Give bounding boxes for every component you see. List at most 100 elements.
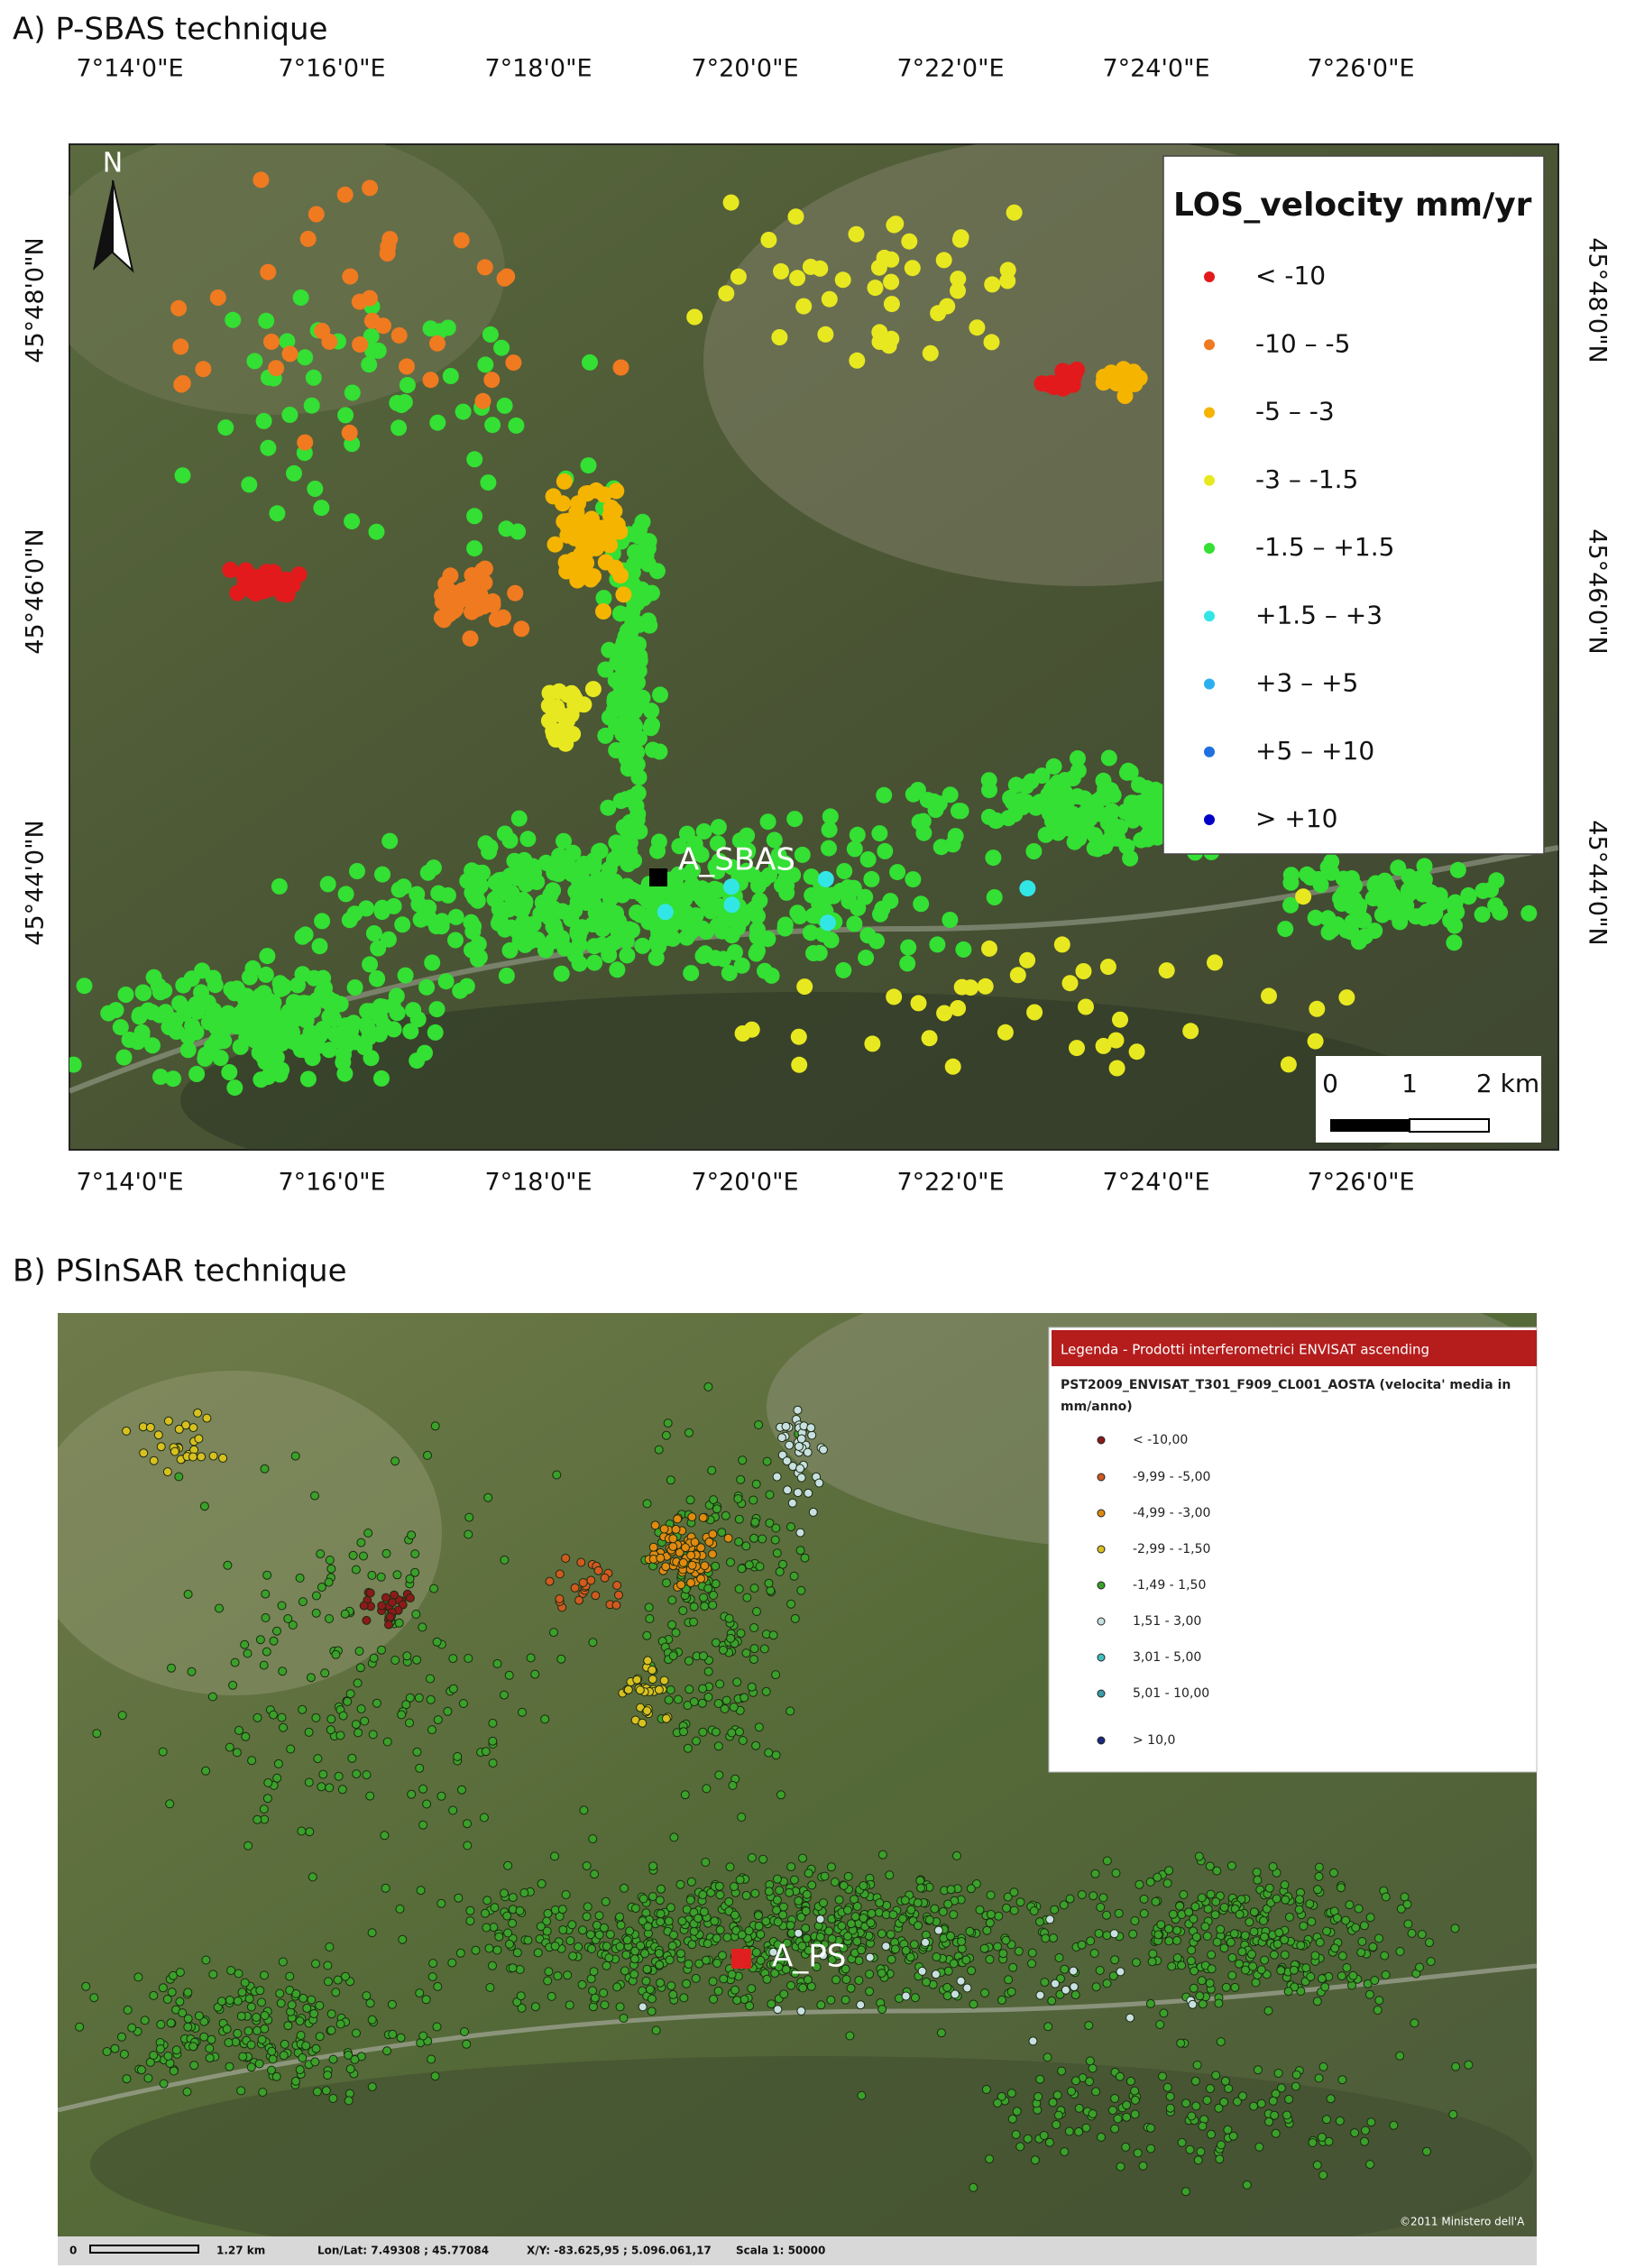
- insar-point: [1028, 2036, 1038, 2046]
- insar-point: [513, 620, 530, 638]
- insar-point: [225, 1742, 234, 1752]
- insar-point: [323, 2071, 333, 2080]
- insar-point: [374, 998, 391, 1015]
- insar-point: [980, 772, 997, 789]
- insar-point: [1011, 2130, 1021, 2139]
- insar-point: [1179, 1890, 1189, 1899]
- insar-point: [424, 954, 441, 971]
- insar-point: [561, 1890, 571, 1899]
- insar-point: [1130, 1916, 1140, 1925]
- insar-point: [517, 2003, 527, 2013]
- insar-point: [1056, 1974, 1065, 1984]
- insar-point: [574, 1942, 583, 1951]
- insar-point: [194, 2011, 204, 2021]
- insar-point: [1091, 1982, 1101, 1992]
- insar-point: [1211, 2071, 1221, 2080]
- insar-point: [694, 948, 712, 964]
- insar-point: [290, 1451, 300, 1461]
- insar-point: [382, 2046, 392, 2056]
- insar-point: [1365, 1913, 1375, 1923]
- insar-point: [796, 1473, 806, 1483]
- insar-point: [678, 929, 695, 946]
- insar-point: [725, 1862, 735, 1872]
- insar-point: [689, 1602, 699, 1611]
- insar-point: [1009, 967, 1026, 984]
- insar-point: [365, 1998, 375, 2008]
- insar-point: [686, 1578, 695, 1588]
- insar-point: [827, 1934, 837, 1943]
- insar-point: [677, 1916, 687, 1926]
- insar-point: [977, 978, 994, 995]
- insar-point: [661, 1562, 671, 1572]
- insar-point: [712, 1959, 722, 1968]
- insar-point: [1219, 1943, 1229, 1953]
- insar-point: [1110, 2094, 1120, 2103]
- insar-point: [1270, 2110, 1280, 2120]
- insar-point: [310, 2057, 320, 2067]
- insar-point: [359, 1601, 369, 1611]
- insar-point: [839, 1943, 849, 1953]
- insar-point: [1105, 786, 1122, 803]
- insar-point: [561, 1554, 571, 1563]
- insar-point: [547, 536, 564, 553]
- insar-point: [385, 1612, 395, 1622]
- insar-point: [1240, 1931, 1250, 1941]
- insar-point: [656, 1978, 666, 1988]
- insar-point: [663, 1419, 673, 1428]
- insar-point: [694, 1959, 704, 1969]
- insar-point: [783, 1485, 793, 1495]
- insar-point: [263, 1777, 273, 1787]
- insar-point: [1180, 2187, 1190, 2197]
- insar-point: [365, 1588, 375, 1598]
- insar-point: [1314, 1871, 1324, 1881]
- insar-point: [1402, 1899, 1412, 1909]
- insar-point: [542, 1926, 552, 1936]
- insar-point: [197, 1452, 207, 1462]
- insar-point: [671, 1628, 681, 1638]
- insar-point: [1110, 1955, 1120, 1965]
- insar-point: [483, 372, 501, 389]
- insar-point: [1342, 1963, 1352, 1972]
- insar-point: [1309, 1000, 1326, 1017]
- insar-point: [999, 272, 1016, 289]
- insar-point: [518, 876, 535, 893]
- insar-point: [464, 862, 481, 879]
- insar-point: [240, 1639, 250, 1649]
- insar-point: [942, 1982, 952, 1992]
- insar-point: [803, 868, 820, 886]
- insar-point: [1317, 1974, 1327, 1984]
- insar-point: [656, 1909, 666, 1919]
- insar-point: [1008, 1962, 1018, 1972]
- insar-point: [1102, 1931, 1112, 1941]
- insar-point: [311, 938, 328, 955]
- insar-point: [123, 2005, 133, 2015]
- insar-point: [886, 1954, 896, 1964]
- insar-point: [795, 1442, 804, 1451]
- insar-point: [1207, 2129, 1216, 2139]
- insar-point: [251, 1015, 268, 1033]
- insar-point: [324, 1977, 333, 1987]
- insar-point: [189, 2061, 199, 2071]
- copyright: ©2011 Ministero dell'A: [1400, 2216, 1525, 2228]
- insar-point: [600, 899, 617, 916]
- insar-point: [1029, 1906, 1039, 1915]
- insar-point: [796, 1585, 806, 1595]
- insar-point: [1202, 1932, 1212, 1941]
- insar-point: [545, 882, 562, 899]
- insar-point: [815, 1914, 825, 1924]
- insar-point: [271, 877, 288, 895]
- insar-point: [690, 1538, 700, 1547]
- insar-point: [421, 1995, 431, 2005]
- insar-point: [664, 1916, 674, 1926]
- insar-point: [1241, 1965, 1250, 1975]
- insar-point: [801, 1924, 811, 1933]
- insar-point: [819, 1898, 828, 1908]
- insar-point: [307, 1995, 317, 2005]
- insar-point: [299, 230, 317, 247]
- insar-point: [1147, 787, 1164, 804]
- insar-point: [899, 955, 916, 972]
- insar-point: [1317, 2133, 1327, 2142]
- insar-point: [1086, 840, 1103, 857]
- insar-point: [677, 904, 694, 921]
- insar-point: [260, 439, 277, 456]
